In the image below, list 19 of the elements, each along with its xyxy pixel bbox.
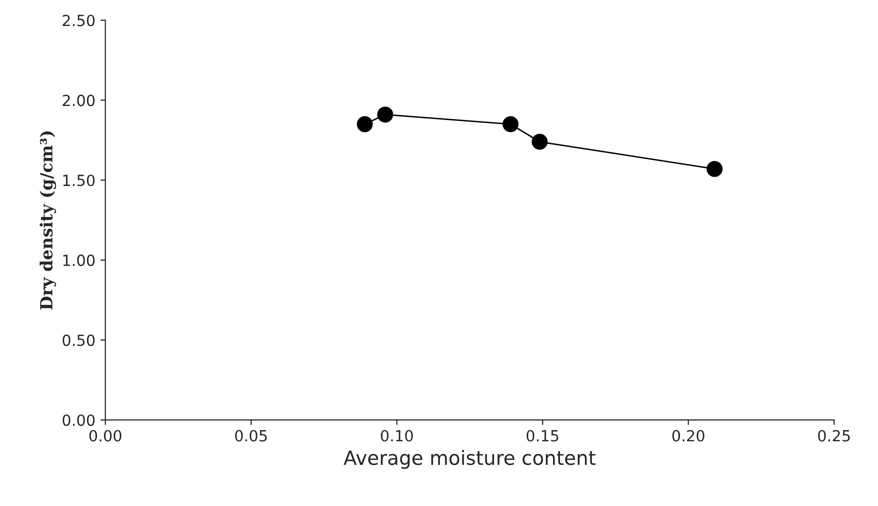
point xyxy=(356,116,373,132)
point xyxy=(502,116,519,132)
y-axis-title: Dry density (g/cm³) xyxy=(40,131,56,310)
x-axis-title: Average moisture content xyxy=(344,450,596,469)
y-tick-label: 0.50 xyxy=(62,334,95,346)
x-tick-label: 0.15 xyxy=(526,430,558,442)
point xyxy=(532,134,548,150)
y-tick-label: 2.50 xyxy=(62,14,95,26)
y-tick-label: 0.00 xyxy=(62,414,95,426)
x-tick-label: 0.00 xyxy=(89,430,122,442)
x-tick-label: 0.25 xyxy=(818,430,850,442)
y-tick-label: 2.00 xyxy=(62,94,95,106)
point xyxy=(377,106,394,123)
x-tick-label: 0.10 xyxy=(380,430,413,442)
point xyxy=(706,160,723,177)
x-tick-label: 0.05 xyxy=(235,430,267,442)
y-tick-label: 1.00 xyxy=(63,254,95,266)
y-tick-label: 1.50 xyxy=(63,174,95,186)
x-tick-label: 0.20 xyxy=(672,430,704,442)
